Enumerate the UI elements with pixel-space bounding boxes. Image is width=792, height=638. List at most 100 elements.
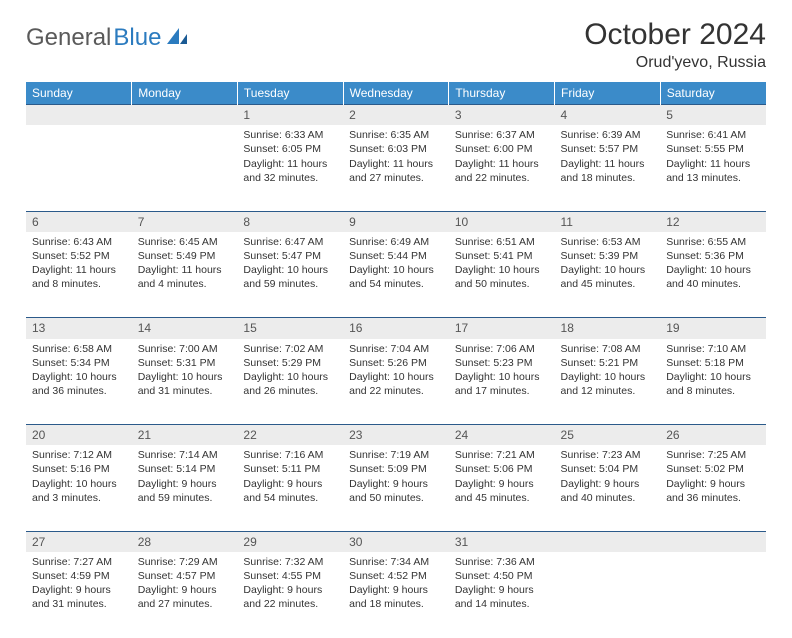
cell-line: Sunset: 5:39 PM [561,249,655,263]
cell-line: Sunrise: 6:39 AM [561,128,655,142]
day-cell: Sunrise: 7:21 AMSunset: 5:06 PMDaylight:… [449,445,555,531]
logo-text-blue: Blue [113,24,161,52]
day-number: 18 [555,318,661,339]
title-block: October 2024 Orud'yevo, Russia [584,18,766,72]
cell-line: Sunset: 5:47 PM [243,249,337,263]
cell-line: Sunrise: 7:27 AM [32,555,126,569]
cell-line: Sunrise: 6:35 AM [349,128,443,142]
cell-line: Sunset: 5:57 PM [561,142,655,156]
day-number: 12 [660,211,766,232]
cell-line: Sunrise: 7:21 AM [455,448,549,462]
day-number: 23 [343,425,449,446]
cell-line: Sunrise: 7:19 AM [349,448,443,462]
cell-line: and 36 minutes. [666,491,760,505]
day-cell: Sunrise: 7:02 AMSunset: 5:29 PMDaylight:… [237,339,343,425]
day-number [26,105,132,126]
day-number: 3 [449,105,555,126]
cell-line: Daylight: 10 hours [138,370,232,384]
cell-line: and 31 minutes. [138,384,232,398]
cell-line: Daylight: 9 hours [455,583,549,597]
day-cell: Sunrise: 7:06 AMSunset: 5:23 PMDaylight:… [449,339,555,425]
day-cell: Sunrise: 6:41 AMSunset: 5:55 PMDaylight:… [660,125,766,211]
cell-line: Sunrise: 6:43 AM [32,235,126,249]
cell-line: Daylight: 9 hours [32,583,126,597]
cell-line: Daylight: 9 hours [349,583,443,597]
daynum-row: 13141516171819 [26,318,766,339]
cell-line: and 18 minutes. [561,171,655,185]
cell-line: Sunrise: 7:02 AM [243,342,337,356]
cell-line: Sunset: 5:06 PM [455,462,549,476]
day-number: 27 [26,531,132,552]
cell-line: Daylight: 11 hours [32,263,126,277]
day-number: 2 [343,105,449,126]
month-title: October 2024 [584,18,766,52]
cell-line: Sunrise: 7:12 AM [32,448,126,462]
cell-line: Sunset: 6:00 PM [455,142,549,156]
cell-line: Sunset: 5:44 PM [349,249,443,263]
day-number: 14 [132,318,238,339]
day-cell [555,552,661,638]
cell-line: Daylight: 9 hours [243,583,337,597]
cell-line: and 40 minutes. [666,277,760,291]
cell-line: Sunset: 5:49 PM [138,249,232,263]
day-number: 20 [26,425,132,446]
day-number: 8 [237,211,343,232]
cell-line: Sunset: 6:05 PM [243,142,337,156]
sail-icon [165,26,189,51]
day-cell: Sunrise: 6:55 AMSunset: 5:36 PMDaylight:… [660,232,766,318]
content-row: Sunrise: 6:33 AMSunset: 6:05 PMDaylight:… [26,125,766,211]
cell-line: and 22 minutes. [349,384,443,398]
header: General Blue October 2024 Orud'yevo, Rus… [26,18,766,72]
day-cell: Sunrise: 7:00 AMSunset: 5:31 PMDaylight:… [132,339,238,425]
daynum-row: 6789101112 [26,211,766,232]
cell-line: Daylight: 9 hours [666,477,760,491]
cell-line: Sunrise: 6:53 AM [561,235,655,249]
cell-line: Sunset: 5:52 PM [32,249,126,263]
cell-line: Daylight: 10 hours [455,263,549,277]
day-cell: Sunrise: 6:51 AMSunset: 5:41 PMDaylight:… [449,232,555,318]
day-number: 28 [132,531,238,552]
day-number: 30 [343,531,449,552]
cell-line: Sunset: 5:11 PM [243,462,337,476]
cell-line: Sunrise: 7:32 AM [243,555,337,569]
cell-line: Sunrise: 6:45 AM [138,235,232,249]
day-header-row: Sunday Monday Tuesday Wednesday Thursday… [26,82,766,105]
day-cell: Sunrise: 7:14 AMSunset: 5:14 PMDaylight:… [132,445,238,531]
day-cell [660,552,766,638]
logo-text-general: General [26,24,111,52]
day-header: Friday [555,82,661,105]
cell-line: Sunset: 5:21 PM [561,356,655,370]
content-row: Sunrise: 7:12 AMSunset: 5:16 PMDaylight:… [26,445,766,531]
content-row: Sunrise: 7:27 AMSunset: 4:59 PMDaylight:… [26,552,766,638]
content-row: Sunrise: 6:58 AMSunset: 5:34 PMDaylight:… [26,339,766,425]
day-number: 24 [449,425,555,446]
day-number [132,105,238,126]
day-cell: Sunrise: 7:10 AMSunset: 5:18 PMDaylight:… [660,339,766,425]
cell-line: Sunrise: 6:51 AM [455,235,549,249]
day-cell: Sunrise: 6:45 AMSunset: 5:49 PMDaylight:… [132,232,238,318]
cell-line: Sunrise: 7:10 AM [666,342,760,356]
day-cell: Sunrise: 6:35 AMSunset: 6:03 PMDaylight:… [343,125,449,211]
day-number [555,531,661,552]
cell-line: Sunset: 5:41 PM [455,249,549,263]
cell-line: Sunset: 5:18 PM [666,356,760,370]
cell-line: Daylight: 10 hours [32,477,126,491]
cell-line: Daylight: 11 hours [561,157,655,171]
cell-line: and 27 minutes. [138,597,232,611]
day-number: 29 [237,531,343,552]
cell-line: Sunrise: 7:04 AM [349,342,443,356]
cell-line: Sunset: 6:03 PM [349,142,443,156]
daynum-row: 2728293031 [26,531,766,552]
cell-line: Sunrise: 7:08 AM [561,342,655,356]
cell-line: Sunset: 5:02 PM [666,462,760,476]
day-cell: Sunrise: 6:53 AMSunset: 5:39 PMDaylight:… [555,232,661,318]
day-number [660,531,766,552]
day-number: 15 [237,318,343,339]
day-header: Saturday [660,82,766,105]
cell-line: and 22 minutes. [243,597,337,611]
cell-line: and 59 minutes. [138,491,232,505]
day-number: 16 [343,318,449,339]
cell-line: Sunset: 5:34 PM [32,356,126,370]
cell-line: Sunrise: 7:06 AM [455,342,549,356]
day-number: 22 [237,425,343,446]
